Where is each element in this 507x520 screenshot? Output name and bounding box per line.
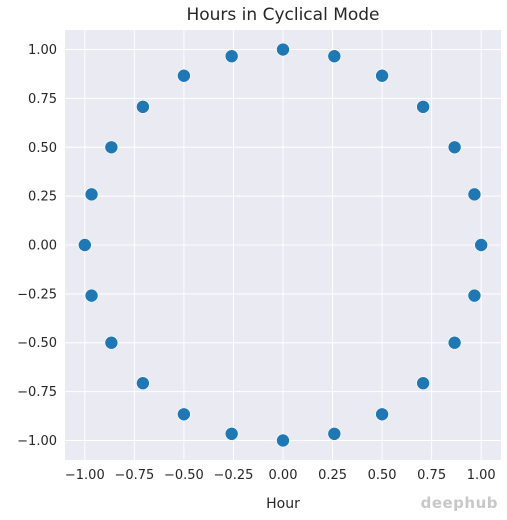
data-point [474, 238, 488, 252]
x-tick-label: −0.25 [214, 468, 254, 483]
y-tick-label: −1.00 [17, 434, 57, 449]
y-tick-label: −0.25 [17, 287, 57, 302]
data-point [177, 407, 191, 422]
x-axis-label: Hour [266, 496, 300, 512]
x-tick-label: −0.50 [164, 468, 204, 483]
data-point [416, 100, 430, 114]
y-tick-label: 0.25 [28, 190, 57, 205]
data-point [276, 433, 290, 448]
data-point [375, 68, 389, 83]
x-tick-label: −1.00 [65, 468, 105, 483]
chart-title: Hours in Cyclical Mode [186, 5, 379, 25]
data-point [467, 288, 482, 303]
data-point [78, 238, 92, 252]
data-point [136, 100, 150, 114]
data-point [84, 288, 99, 303]
data-point [447, 335, 462, 350]
y-tick-label: 0.75 [28, 92, 57, 107]
data-point [416, 376, 430, 390]
y-tick-label: 0.50 [28, 141, 57, 156]
y-tick-label: 0.00 [28, 239, 57, 254]
x-tick-label: −0.75 [114, 468, 154, 483]
data-point [447, 140, 462, 155]
data-point [276, 42, 290, 57]
y-tick-label: 1.00 [28, 43, 57, 58]
data-point [224, 427, 239, 441]
data-point [84, 187, 99, 202]
data-point [467, 187, 482, 202]
data-point [136, 376, 150, 390]
y-tick-labels: 1.00 0.75 0.50 0.25 0.00 −0.25 −0.50 −0.75 −1.00 [17, 43, 57, 449]
x-tick-labels: −1.00 −0.75 −0.50 −0.25 0.00 0.25 0.50 0.75 1.00 [65, 468, 496, 483]
data-point [375, 407, 389, 422]
data-points [78, 42, 488, 448]
data-point [224, 49, 239, 63]
data-point [177, 68, 191, 83]
data-point [327, 427, 342, 441]
data-point [327, 49, 342, 63]
data-point [104, 140, 119, 155]
x-tick-label: 0.75 [417, 468, 446, 483]
watermark: deephub [421, 494, 498, 512]
x-tick-label: 1.00 [467, 468, 496, 483]
x-tick-label: 0.00 [269, 468, 298, 483]
data-point [104, 335, 119, 350]
x-tick-label: 0.25 [318, 468, 347, 483]
y-tick-label: −0.50 [17, 336, 57, 351]
x-tick-label: 0.50 [368, 468, 397, 483]
y-tick-label: −0.75 [17, 385, 57, 400]
